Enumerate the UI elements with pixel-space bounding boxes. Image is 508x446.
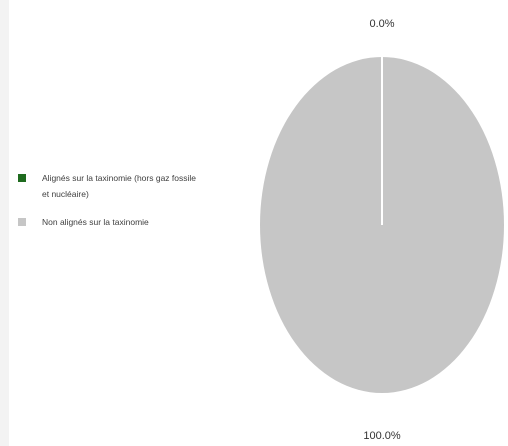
legend-swatch-aligned xyxy=(18,174,26,182)
legend-label-aligned: Alignés sur la taxinomie (hors gaz fossi… xyxy=(42,173,197,199)
left-margin-strip xyxy=(0,0,9,446)
legend-label-not-aligned: Non alignés sur la taxinomie xyxy=(42,217,149,227)
legend-item-not-aligned: Non alignés sur la taxinomie xyxy=(18,214,198,230)
legend-item-aligned: Alignés sur la taxinomie (hors gaz fossi… xyxy=(18,170,198,202)
chart-legend: Alignés sur la taxinomie (hors gaz fossi… xyxy=(18,170,198,242)
data-label-alignes-sur-la-taxinomie-hors-: 0.0% xyxy=(369,18,394,30)
legend-swatch-not-aligned xyxy=(18,218,26,226)
data-label-non-alignes-sur-la-taxinomie: 100.0% xyxy=(363,430,401,442)
